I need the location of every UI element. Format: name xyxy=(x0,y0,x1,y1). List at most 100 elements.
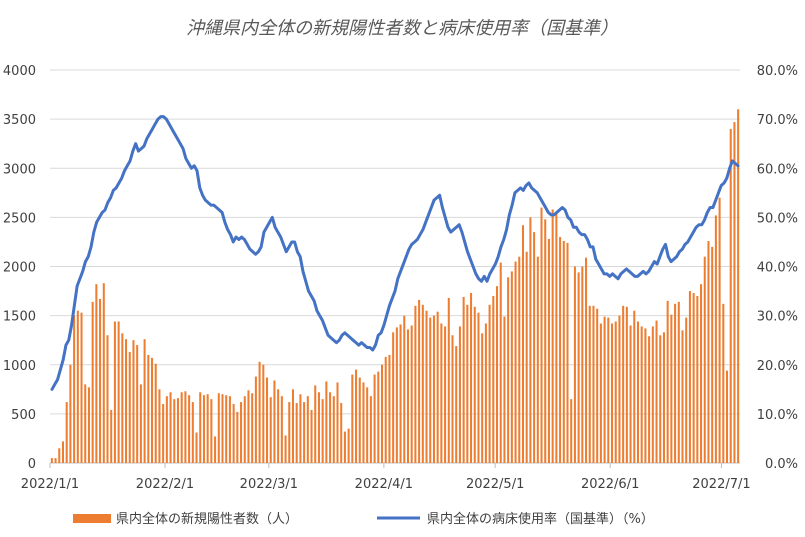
bar xyxy=(559,237,562,463)
bar xyxy=(162,404,165,463)
bar xyxy=(518,256,521,463)
bar xyxy=(729,128,732,463)
bar xyxy=(644,328,647,463)
bar xyxy=(99,298,102,463)
bar xyxy=(351,374,354,463)
bar xyxy=(202,395,205,463)
bar xyxy=(128,351,131,463)
bar xyxy=(473,306,476,463)
bar xyxy=(176,398,179,463)
bar xyxy=(358,377,361,463)
right-tick-label: 30.0% xyxy=(757,310,798,325)
bar xyxy=(362,382,365,463)
bar xyxy=(477,312,480,463)
bar xyxy=(718,197,721,463)
bar xyxy=(607,317,610,463)
bar xyxy=(566,242,569,463)
bar xyxy=(462,296,465,463)
bar xyxy=(588,305,591,463)
x-tick-label: 2022/5/1 xyxy=(466,477,524,492)
bar xyxy=(662,332,665,463)
bar xyxy=(406,329,409,463)
bar xyxy=(429,317,432,463)
bar xyxy=(525,251,528,463)
bar xyxy=(117,321,120,463)
bar xyxy=(618,315,621,464)
bar xyxy=(418,299,421,463)
bar xyxy=(228,396,231,463)
series-line xyxy=(50,115,740,391)
bar xyxy=(674,303,677,463)
bar xyxy=(310,409,313,463)
left-axis-ticks: 0 500 1000 1500 2000 2500 3000 3500 4000 xyxy=(3,64,36,472)
bar xyxy=(421,304,424,463)
bar xyxy=(692,293,695,463)
chart-title: 沖縄県内全体の新規陽性者数と病床使用率（国基準） xyxy=(186,18,618,39)
bar xyxy=(136,345,139,463)
bar xyxy=(622,305,625,463)
bar xyxy=(269,397,272,463)
bar xyxy=(547,238,550,463)
bar xyxy=(484,323,487,463)
bar xyxy=(158,389,161,463)
bar xyxy=(240,402,243,463)
bar xyxy=(206,394,209,463)
bar xyxy=(681,330,684,463)
bar xyxy=(266,377,269,463)
bar xyxy=(499,262,502,463)
bar xyxy=(214,436,217,463)
x-tick-label: 2022/1/1 xyxy=(21,477,79,492)
bar xyxy=(696,295,699,463)
bar xyxy=(273,380,276,463)
bar xyxy=(466,304,469,463)
bar xyxy=(169,392,172,463)
left-tick-label: 2500 xyxy=(3,211,36,226)
right-tick-label: 20.0% xyxy=(757,359,798,374)
bar xyxy=(332,396,335,463)
bar xyxy=(381,364,384,463)
left-tick-label: 1500 xyxy=(3,310,36,325)
x-tick-label: 2022/4/1 xyxy=(355,477,413,492)
bar xyxy=(629,325,632,463)
bar xyxy=(737,109,740,464)
bar xyxy=(581,266,584,463)
left-tick-label: 4000 xyxy=(3,64,36,79)
bar-series xyxy=(50,109,740,464)
bar xyxy=(191,402,194,463)
bar xyxy=(599,323,602,463)
bar xyxy=(254,376,257,463)
bar xyxy=(507,277,510,463)
left-tick-label: 1000 xyxy=(3,359,36,374)
bar xyxy=(703,256,706,463)
bar xyxy=(648,336,651,463)
bar xyxy=(61,441,64,463)
bar xyxy=(151,357,154,463)
bar xyxy=(184,391,187,463)
right-tick-label: 80.0% xyxy=(757,64,798,79)
bar xyxy=(225,395,228,463)
bar xyxy=(458,326,461,463)
bar xyxy=(659,335,662,463)
bar xyxy=(280,396,283,463)
bar xyxy=(314,385,317,463)
bar xyxy=(611,323,614,463)
bar xyxy=(188,395,191,463)
bar xyxy=(80,312,83,463)
bar xyxy=(325,381,328,463)
bar xyxy=(733,122,736,463)
right-tick-label: 50.0% xyxy=(757,211,798,226)
bar xyxy=(110,409,113,463)
bar xyxy=(369,396,372,463)
left-tick-label: 3500 xyxy=(3,113,36,128)
bar xyxy=(180,392,183,463)
bar xyxy=(555,212,558,463)
bar xyxy=(295,403,298,463)
x-tick-label: 2022/2/1 xyxy=(136,477,194,492)
bar xyxy=(655,320,658,463)
bar xyxy=(395,327,398,463)
bar xyxy=(95,284,98,463)
bar xyxy=(284,435,287,463)
bar xyxy=(455,346,458,463)
bar xyxy=(384,356,387,463)
bar xyxy=(277,389,280,463)
